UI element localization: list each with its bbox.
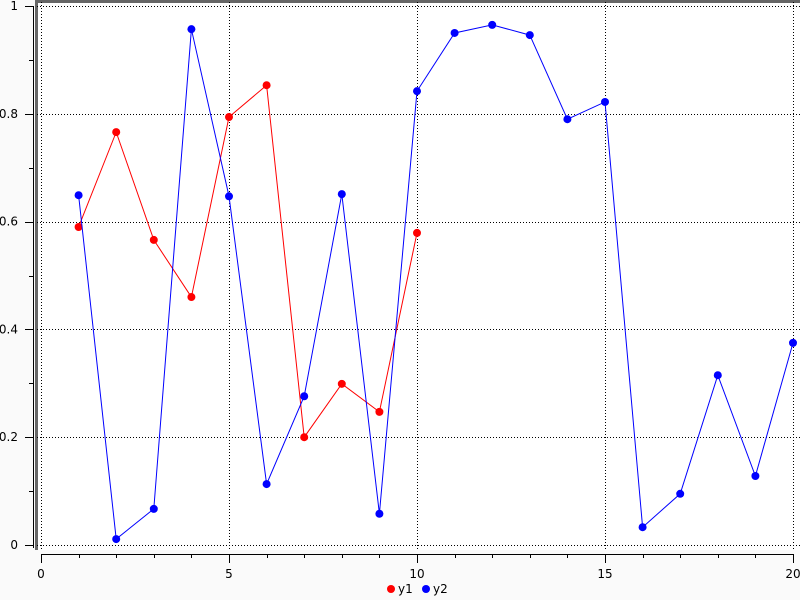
data-point-y2 [112,535,121,544]
x-tick-label: 10 [409,567,424,581]
legend: y1 y2 [387,582,448,596]
y-tick-label: 1 [10,0,18,13]
grid [37,2,800,550]
legend-label-y1: y1 [398,582,413,596]
data-point-y2 [225,192,233,201]
data-point-y1 [112,128,121,137]
data-point-y2 [525,31,534,40]
data-point-y2 [789,338,797,347]
data-point-y2 [262,480,271,489]
x-tick-label: 20 [785,567,800,581]
data-point-y2 [563,115,572,124]
plot-frame [35,0,800,550]
y-tick-label: 0.2 [0,430,18,444]
data-point-y1 [300,433,309,442]
data-point-y1 [225,113,233,122]
data-point-y2 [751,472,760,481]
data-point-y2 [413,87,421,96]
data-point-y1 [149,235,158,244]
data-point-y2 [375,509,384,518]
series-line-y2 [78,24,794,541]
data-point-y1 [337,379,346,388]
data-point-y2 [488,20,497,29]
x-tick-label: 0 [37,567,45,581]
series-layer [74,20,797,544]
data-point-y1 [262,81,271,90]
data-point-y1 [187,293,196,302]
x-tick-label: 5 [225,567,233,581]
data-point-y2 [337,190,346,199]
data-point-y2 [676,489,685,498]
data-point-y1 [375,407,384,416]
y-tick-label: 0.4 [0,322,18,336]
y-tick-label: 0.8 [0,107,18,121]
data-point-y2 [149,504,158,513]
y-tick-label: 0.6 [0,215,18,229]
data-point-y2 [638,523,647,532]
data-point-y2 [601,97,609,106]
axes: 00.20.40.60.810 5 10 15 20 [0,0,800,581]
data-point-y2 [74,191,83,200]
series-line-y1 [78,84,418,439]
x-tick-label: 15 [597,567,612,581]
legend-marker-y1 [387,585,395,593]
data-point-y2 [713,371,722,380]
data-point-y2 [300,392,309,401]
data-point-y1 [413,228,421,237]
y-tick-label: 0 [10,538,18,552]
data-point-y2 [450,28,459,37]
data-point-y1 [74,222,83,231]
data-point-y2 [187,25,196,34]
legend-marker-y2 [422,585,430,593]
legend-label-y2: y2 [433,582,448,596]
